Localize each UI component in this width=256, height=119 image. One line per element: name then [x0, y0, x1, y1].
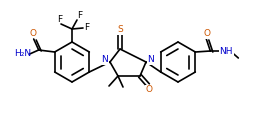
Text: N: N	[102, 55, 108, 64]
Text: O: O	[29, 30, 36, 39]
Text: F: F	[84, 22, 90, 32]
Text: O: O	[204, 30, 211, 39]
Text: N: N	[148, 55, 154, 64]
Text: S: S	[117, 25, 123, 35]
Text: F: F	[57, 15, 62, 25]
Text: NH: NH	[220, 47, 233, 55]
Text: O: O	[145, 85, 153, 94]
Text: H₂N: H₂N	[14, 50, 31, 59]
Text: F: F	[77, 12, 83, 20]
